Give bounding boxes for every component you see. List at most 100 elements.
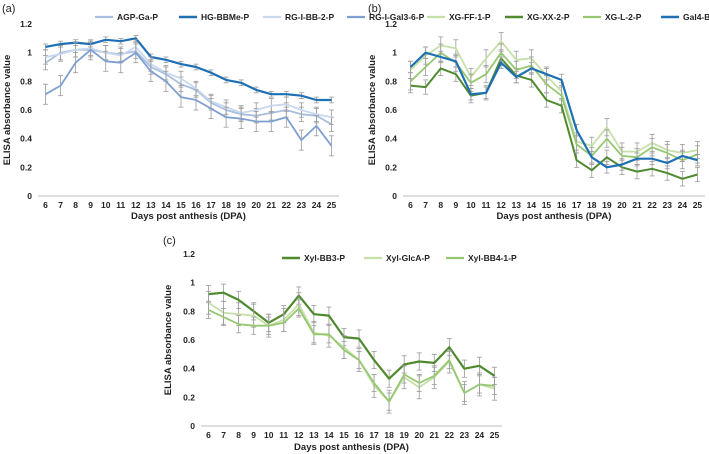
x-tick-label: 12 — [294, 430, 304, 440]
y-tick-label: 1 — [190, 278, 195, 288]
legend-label: HG-BBMe-P — [201, 12, 249, 22]
y-tick-label: 0.6 — [385, 105, 397, 115]
x-tick-label: 16 — [191, 200, 201, 210]
legend-label: Xyl-GlcA-P — [386, 253, 430, 263]
legend-label: XG-L-2-P — [605, 12, 642, 22]
legend-entry: RG-I-BB-2-P — [263, 12, 334, 22]
x-tick-label: 9 — [453, 200, 458, 210]
legend-label: Xyl-BB3-P — [304, 253, 345, 263]
x-tick-label: 11 — [279, 430, 288, 440]
x-tick-label: 7 — [58, 200, 63, 210]
x-tick-label: 13 — [309, 430, 319, 440]
legend-entry: RG-I-Gal3-6-P — [347, 12, 425, 22]
x-tick-label: 13 — [146, 200, 156, 210]
x-tick-label: 10 — [101, 200, 111, 210]
panel-label: (a) — [2, 3, 15, 15]
x-tick-label: 23 — [460, 430, 470, 440]
x-tick-label: 14 — [324, 430, 334, 440]
x-tick-label: 8 — [73, 200, 78, 210]
legend-entry: Xyl-GlcA-P — [364, 253, 430, 263]
x-tick-label: 23 — [663, 200, 673, 210]
series-line — [409, 51, 698, 169]
series-line — [410, 57, 698, 180]
x-tick-label: 25 — [490, 430, 500, 440]
y-axis-title: ELISA absorbance value — [163, 285, 174, 396]
x-tick-label: 24 — [678, 200, 688, 210]
series-line — [208, 291, 496, 380]
x-tick-label: 12 — [496, 200, 506, 210]
x-tick-label: 17 — [369, 430, 379, 440]
x-tick-label: 24 — [312, 200, 322, 210]
x-tick-label: 21 — [267, 200, 277, 210]
legend-label: XG-FF-1-P — [449, 12, 491, 22]
series-Gal4-BB6-P — [408, 46, 700, 174]
x-tick-label: 16 — [557, 200, 567, 210]
y-tick-label: 1 — [27, 48, 32, 58]
legend-label: XG-XX-2-P — [527, 12, 570, 22]
x-tick-label: 10 — [466, 200, 476, 210]
x-tick-label: 7 — [221, 430, 226, 440]
series-line — [45, 48, 333, 147]
legend-entry: XG-FF-1-P — [427, 12, 491, 22]
x-tick-label: 14 — [161, 200, 171, 210]
y-tick-label: 0.2 — [20, 162, 32, 172]
series-Xyl-BB4-1-P — [206, 299, 497, 411]
x-tick-label: 16 — [354, 430, 364, 440]
series-line — [45, 37, 332, 102]
x-tick-label: 20 — [617, 200, 627, 210]
panel-label: (b) — [368, 3, 381, 15]
x-axis-title: Days post anthesis (DPA) — [294, 442, 409, 453]
x-tick-label: 13 — [512, 200, 522, 210]
x-tick-label: 11 — [116, 200, 125, 210]
y-tick-label: 0.6 — [20, 105, 32, 115]
x-axis-title: Days post anthesis (DPA) — [131, 211, 246, 222]
legend-label: Gal4-BB6-P — [683, 12, 709, 22]
series-XG-XX-2-P — [408, 50, 700, 187]
legend-label: RG-I-BB-2-P — [285, 12, 334, 22]
y-tick-label: 1.2 — [385, 19, 397, 29]
panel-label: (c) — [163, 235, 176, 247]
x-tick-label: 8 — [236, 430, 241, 440]
x-tick-label: 6 — [206, 430, 211, 440]
x-tick-label: 17 — [572, 200, 582, 210]
x-tick-label: 24 — [475, 430, 485, 440]
legend-entry: XG-XX-2-P — [505, 12, 570, 22]
y-tick-label: 0.4 — [20, 134, 32, 144]
x-tick-label: 18 — [384, 430, 394, 440]
legend-entry: Xyl-BB3-P — [282, 253, 345, 263]
x-tick-label: 20 — [414, 430, 424, 440]
x-tick-label: 15 — [176, 200, 186, 210]
series-line — [45, 46, 332, 119]
y-tick-label: 0 — [190, 421, 195, 431]
x-tick-label: 22 — [282, 200, 292, 210]
series-AGP-Ga-P — [43, 42, 334, 132]
legend-entry: Gal4-BB6-P — [661, 12, 709, 22]
legend-label: AGP-Ga-P — [117, 12, 158, 22]
y-tick-label: 0 — [27, 191, 32, 201]
series-line — [409, 40, 698, 154]
x-tick-label: 21 — [632, 200, 642, 210]
x-tick-label: 7 — [423, 200, 428, 210]
y-tick-label: 0.2 — [385, 162, 397, 172]
x-tick-label: 6 — [408, 200, 413, 210]
legend-label: Xyl-BB4-1-P — [468, 253, 517, 263]
x-tick-label: 23 — [297, 200, 307, 210]
y-axis-title: ELISA absorbance value — [2, 55, 13, 166]
y-tick-label: 0.8 — [183, 306, 195, 316]
x-tick-label: 8 — [438, 200, 443, 210]
y-tick-label: 1 — [392, 48, 397, 58]
x-tick-label: 22 — [647, 200, 657, 210]
panel-a: (a)00.20.40.60.811.26 7 8 9 10 11 12 13 14 15 16 17… — [2, 3, 425, 222]
panel-b: (b) 0 0.2 0.4 0.6 0.8 1 1.2 6 7 8 9 10 11 12 13 14 15 16 17… — [367, 3, 709, 222]
y-tick-label: 0.8 — [20, 76, 32, 86]
x-tick-label: 15 — [542, 200, 552, 210]
series-XG-L-2-P — [408, 43, 700, 170]
legend-entry: XG-L-2-P — [583, 12, 642, 22]
series-RG-I-Gal3-6-P — [43, 39, 334, 157]
x-tick-label: 15 — [339, 430, 349, 440]
x-tick-label: 18 — [587, 200, 597, 210]
y-axis-title: ELISA absorbance value — [367, 55, 378, 166]
series-HG-BBMe-P — [43, 35, 334, 104]
